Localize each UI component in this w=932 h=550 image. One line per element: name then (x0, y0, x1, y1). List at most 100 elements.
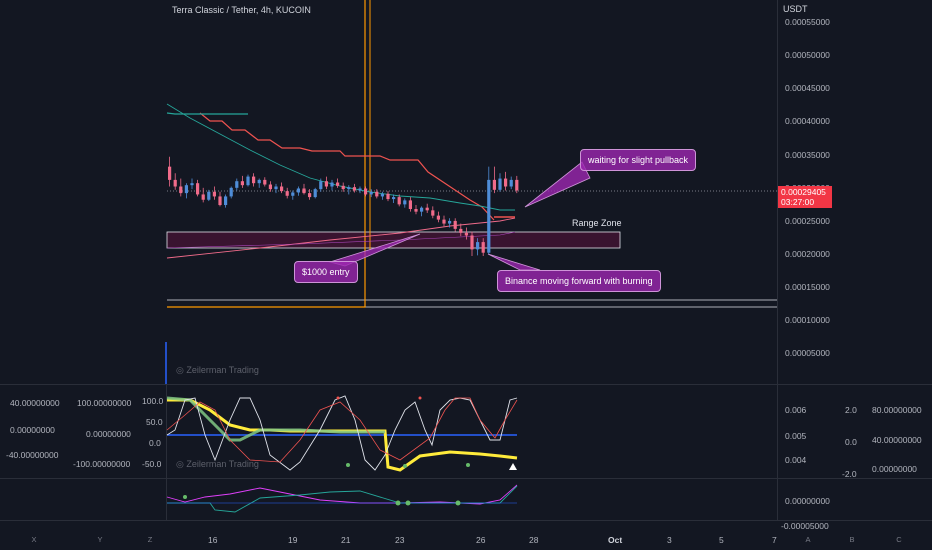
callout-pullback[interactable]: waiting for slight pullback (580, 149, 697, 171)
candle-body[interactable] (336, 182, 340, 186)
candle-body[interactable] (296, 188, 300, 193)
candle-body[interactable] (487, 179, 491, 253)
candle-body[interactable] (263, 179, 267, 185)
osc-right-c-tick: 0.00000000 (872, 464, 917, 474)
scale-button-z[interactable]: Z (147, 535, 153, 544)
candle-body[interactable] (364, 188, 368, 195)
candle-body[interactable] (313, 189, 317, 198)
osc2-magenta-line[interactable] (166, 484, 518, 505)
osc1-dot (466, 463, 470, 467)
candle-body[interactable] (392, 197, 396, 200)
candle-body[interactable] (425, 207, 429, 211)
osc-right-c-tick: 40.00000000 (872, 435, 922, 445)
osc1-red-line[interactable] (166, 397, 518, 463)
osc-right-b-tick: 2.0 (845, 405, 857, 415)
candle-body[interactable] (196, 183, 200, 195)
scale-button-x[interactable]: X (31, 535, 37, 544)
ma-line-upper[interactable] (166, 112, 248, 115)
candle-body[interactable] (431, 210, 435, 216)
ma-line[interactable] (166, 103, 515, 211)
last-price-value: 0.00029405 (781, 187, 826, 197)
candle-body[interactable] (442, 219, 446, 224)
osc1-white-line[interactable] (166, 395, 518, 471)
candle-body[interactable] (358, 188, 362, 191)
candle-body[interactable] (347, 187, 351, 190)
candle-body[interactable] (302, 188, 306, 194)
candle-body[interactable] (212, 191, 216, 197)
scale-button-y[interactable]: Y (97, 535, 103, 544)
candle-body[interactable] (470, 235, 474, 250)
candle-body[interactable] (498, 178, 502, 190)
candle-body[interactable] (369, 191, 373, 195)
candle-body[interactable] (308, 193, 312, 198)
candle-body[interactable] (168, 166, 172, 180)
candle-body[interactable] (274, 186, 278, 190)
candle-body[interactable] (352, 187, 356, 191)
chart-title[interactable]: Terra Classic / Tether, 4h, KUCOIN (172, 5, 311, 15)
candle-body[interactable] (420, 207, 424, 212)
candle-body[interactable] (280, 186, 284, 192)
scale-button-c[interactable]: C (896, 535, 902, 544)
candle-body[interactable] (291, 192, 295, 196)
candle-body[interactable] (476, 242, 480, 250)
callout-entry[interactable]: $1000 entry (294, 261, 358, 283)
resistance-trail[interactable] (199, 112, 495, 221)
osc2-right-tick: -0.00005000 (781, 521, 829, 531)
osc2-right-tick: 0.00000000 (785, 496, 830, 506)
candle-body[interactable] (504, 178, 508, 187)
candle-body[interactable] (380, 193, 384, 197)
candle-body[interactable] (464, 232, 468, 236)
candle-body[interactable] (453, 220, 457, 229)
osc1-dot (403, 464, 407, 468)
scale-button-b[interactable]: B (849, 535, 855, 544)
candle-body[interactable] (246, 176, 250, 186)
candle-body[interactable] (386, 193, 390, 200)
candle-body[interactable] (509, 179, 513, 187)
trendline-pink[interactable] (166, 217, 516, 259)
candle-body[interactable] (341, 185, 345, 190)
candle-body[interactable] (285, 191, 289, 196)
last-price-badge[interactable]: 0.00029405 03:27:00 (778, 186, 832, 208)
candle-body[interactable] (179, 186, 183, 194)
candle-body[interactable] (408, 200, 412, 210)
candle-body[interactable] (218, 196, 222, 206)
candle-body[interactable] (229, 187, 233, 197)
range-zone-label[interactable]: Range Zone (572, 218, 622, 228)
candle-body[interactable] (268, 184, 272, 190)
osc2-teal-line[interactable] (167, 485, 518, 513)
price-tick: 0.00025000 (785, 216, 830, 226)
candle-body[interactable] (436, 215, 440, 220)
candle-body[interactable] (184, 185, 188, 194)
callout-binance[interactable]: Binance moving forward with burning (497, 270, 661, 292)
bar-countdown: 03:27:00 (781, 197, 815, 207)
scale-button-a[interactable]: A (805, 535, 811, 544)
candle-body[interactable] (319, 181, 323, 190)
candle-body[interactable] (190, 183, 194, 186)
watermark-icon: ◎ (176, 459, 187, 469)
candle-body[interactable] (448, 220, 452, 224)
candle-body[interactable] (397, 197, 401, 205)
candle-body[interactable] (224, 196, 228, 206)
candle-body[interactable] (207, 191, 211, 200)
candle-body[interactable] (330, 182, 334, 187)
osc-left-inner-tick: 0.00000000 (86, 429, 131, 439)
candle-body[interactable] (324, 181, 328, 187)
watermark-osc: ◎ Zeilerman Trading (176, 459, 259, 470)
candle-body[interactable] (492, 179, 496, 190)
candle-body[interactable] (459, 228, 463, 233)
osc1-green-line[interactable] (166, 396, 385, 442)
candle-body[interactable] (257, 179, 261, 184)
candle-body[interactable] (240, 181, 244, 186)
osc-left-small-tick: -50.0 (142, 459, 162, 469)
candle-body[interactable] (481, 242, 485, 253)
candle-body[interactable] (515, 179, 519, 191)
candle-body[interactable] (252, 176, 256, 184)
candle-body[interactable] (201, 194, 205, 200)
candle-body[interactable] (403, 200, 407, 205)
candle-body[interactable] (173, 179, 177, 187)
candle-body[interactable] (375, 191, 379, 197)
candle-body[interactable] (414, 209, 418, 212)
candle-body[interactable] (235, 181, 239, 188)
orange-level-line[interactable] (167, 0, 366, 308)
